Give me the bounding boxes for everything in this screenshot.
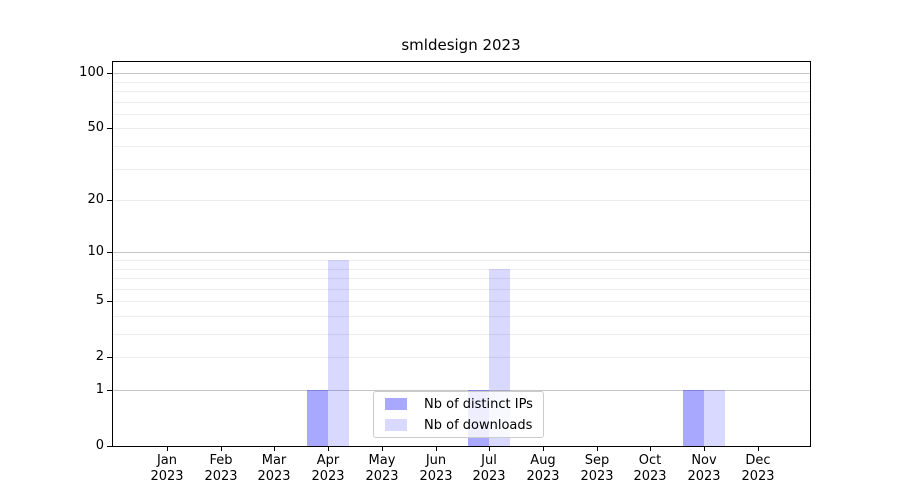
x-tick-label: May 2023: [365, 453, 399, 484]
chart-title: smldesign 2023: [401, 36, 521, 54]
x-tick-label: Feb 2023: [204, 453, 238, 484]
bar-downloads: [328, 260, 349, 446]
minor-gridline: [113, 278, 810, 279]
x-tick-label: Sep 2023: [580, 453, 614, 484]
major-gridline: [113, 73, 810, 74]
x-tick-mark: [543, 447, 544, 451]
legend-swatch-downloads-icon: [385, 419, 407, 431]
legend: Nb of distinct IPs Nb of downloads: [373, 391, 544, 438]
x-tick-label: Dec 2023: [741, 453, 775, 484]
x-tick-label: Nov 2023: [687, 453, 721, 484]
x-tick-mark: [758, 447, 759, 451]
minor-gridline: [113, 316, 810, 317]
x-tick-mark: [489, 447, 490, 451]
legend-swatch-distinct-ips-icon: [385, 398, 407, 410]
major-gridline: [113, 390, 810, 391]
y-tick-mark: [107, 446, 112, 447]
minor-gridline: [113, 146, 810, 147]
x-tick-label: Apr 2023: [311, 453, 345, 484]
minor-gridline: [113, 102, 810, 103]
minor-gridline: [113, 269, 810, 270]
minor-gridline: [113, 357, 810, 358]
x-tick-mark: [274, 447, 275, 451]
y-tick-mark: [107, 128, 112, 129]
x-tick-label: Aug 2023: [526, 453, 560, 484]
y-tick-label: 50: [87, 120, 104, 135]
minor-gridline: [113, 301, 810, 302]
minor-gridline: [113, 334, 810, 335]
y-tick-label: 5: [95, 293, 104, 308]
minor-gridline: [113, 260, 810, 261]
x-tick-mark: [436, 447, 437, 451]
minor-gridline: [113, 200, 810, 201]
y-tick-mark: [107, 390, 112, 391]
y-tick-mark: [107, 357, 112, 358]
y-tick-label: 1: [95, 382, 104, 397]
x-tick-label: Jan 2023: [150, 453, 184, 484]
y-tick-label: 2: [95, 349, 104, 364]
y-tick-label: 10: [87, 244, 104, 259]
x-tick-label: Jul 2023: [472, 453, 506, 484]
x-tick-mark: [704, 447, 705, 451]
legend-label-distinct-ips: Nb of distinct IPs: [424, 396, 533, 412]
x-tick-mark: [650, 447, 651, 451]
legend-label-downloads: Nb of downloads: [424, 417, 533, 433]
legend-item-downloads: Nb of downloads: [374, 416, 543, 434]
minor-gridline: [113, 114, 810, 115]
minor-gridline: [113, 82, 810, 83]
y-tick-label: 100: [79, 65, 104, 80]
bar-distinct-ips: [307, 390, 328, 446]
minor-gridline: [113, 169, 810, 170]
minor-gridline: [113, 289, 810, 290]
y-tick-label: 0: [95, 438, 104, 453]
x-tick-label: Oct 2023: [633, 453, 667, 484]
y-tick-mark: [107, 73, 112, 74]
x-tick-mark: [221, 447, 222, 451]
x-tick-mark: [597, 447, 598, 451]
plot-area: [112, 61, 811, 447]
minor-gridline: [113, 91, 810, 92]
y-tick-label: 20: [87, 192, 104, 207]
x-tick-mark: [167, 447, 168, 451]
x-tick-mark: [328, 447, 329, 451]
y-tick-mark: [107, 301, 112, 302]
y-tick-mark: [107, 252, 112, 253]
y-tick-mark: [107, 200, 112, 201]
bar-downloads: [704, 390, 725, 446]
bar-distinct-ips: [683, 390, 704, 446]
legend-item-distinct-ips: Nb of distinct IPs: [374, 395, 543, 413]
x-tick-label: Jun 2023: [419, 453, 453, 484]
major-gridline: [113, 252, 810, 253]
x-tick-mark: [382, 447, 383, 451]
x-tick-label: Mar 2023: [257, 453, 291, 484]
minor-gridline: [113, 128, 810, 129]
